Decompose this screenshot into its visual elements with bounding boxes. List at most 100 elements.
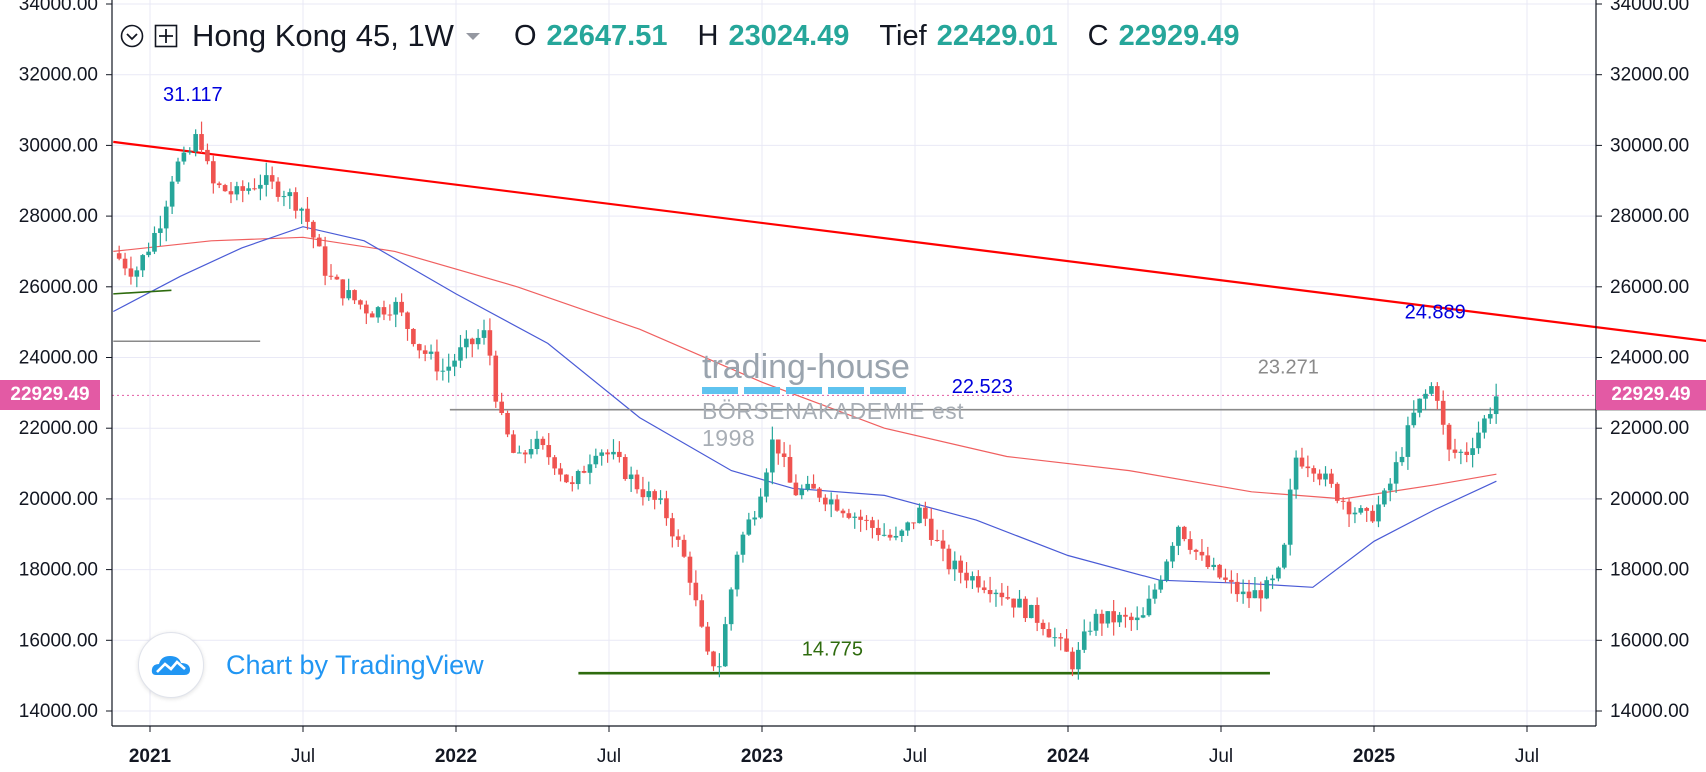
- candle-body: [387, 314, 393, 316]
- candle-body: [781, 453, 787, 457]
- y-tick-label-left: 18000.00: [19, 560, 98, 581]
- candle-body: [258, 184, 263, 189]
- candle-body: [1252, 590, 1258, 599]
- watermark: trading-house BÖRSENAKADEMIE est 1998: [702, 348, 1002, 451]
- candle-body: [1234, 581, 1240, 595]
- candle-body: [1334, 483, 1340, 501]
- candle-body: [1440, 400, 1446, 425]
- candle-body: [917, 507, 922, 524]
- candle-body: [1040, 622, 1046, 630]
- candle-body: [928, 518, 934, 540]
- candle-body: [211, 161, 216, 184]
- candle-body: [805, 483, 810, 490]
- candle-body: [640, 489, 646, 498]
- candle-body: [140, 255, 146, 271]
- tradingview-badge[interactable]: Chart by TradingView: [138, 632, 484, 698]
- candle-body: [952, 560, 958, 570]
- candle-body: [711, 651, 716, 667]
- candle-body: [958, 560, 963, 573]
- candle-body: [499, 401, 504, 414]
- candle-body: [622, 457, 628, 480]
- candle-body: [1446, 424, 1452, 450]
- candle-body: [581, 471, 587, 473]
- candle-body: [269, 175, 275, 182]
- y-tick-label-left: 30000.00: [19, 135, 98, 156]
- annotation-label: 23.271: [1258, 356, 1319, 378]
- candle-body: [428, 351, 434, 354]
- y-tick-label-right: 30000.00: [1610, 135, 1689, 156]
- candle-body: [1152, 589, 1158, 599]
- candle-body: [399, 301, 404, 313]
- tradingview-cloud-icon: [138, 632, 204, 698]
- candle-body: [981, 587, 987, 591]
- candle-body: [1470, 448, 1475, 455]
- candle-body: [1258, 590, 1264, 599]
- candle-body: [993, 592, 999, 595]
- candle-body: [758, 496, 763, 518]
- candle-body: [1435, 386, 1440, 401]
- x-tick-label: 2021: [129, 746, 172, 767]
- candle-body: [1187, 539, 1193, 550]
- candle-body: [617, 451, 622, 458]
- candle-body: [322, 246, 328, 276]
- candles: [116, 121, 1499, 680]
- candle-body: [693, 582, 699, 601]
- candle-body: [1317, 473, 1322, 480]
- candle-body: [1176, 526, 1181, 546]
- candle-body: [1358, 508, 1364, 513]
- y-tick-label-left: 26000.00: [19, 277, 98, 298]
- candle-body: [311, 221, 316, 238]
- candle-body: [1052, 637, 1058, 639]
- candle-body: [1387, 483, 1393, 491]
- candle-body: [923, 507, 928, 519]
- candle-body: [1346, 501, 1352, 515]
- candle-body: [364, 304, 369, 314]
- y-tick-label-right: 24000.00: [1610, 348, 1689, 369]
- candle-body: [770, 439, 775, 473]
- y-tick-label-left: 32000.00: [19, 65, 98, 86]
- candle-body: [481, 330, 487, 338]
- high-key: H: [697, 19, 719, 52]
- candle-body: [1352, 512, 1358, 515]
- candle-body: [405, 312, 410, 329]
- candle-body: [828, 499, 834, 505]
- candle-body: [1105, 611, 1111, 624]
- candle-body: [1464, 451, 1470, 455]
- y-tick-label-left: 22000.00: [19, 418, 98, 439]
- annotation-label: 31.117: [163, 84, 223, 106]
- add-compare-icon[interactable]: [154, 24, 178, 48]
- candle-body: [1087, 630, 1093, 632]
- candle-body: [1140, 615, 1146, 618]
- candle-body: [358, 300, 363, 305]
- candle-body: [422, 350, 428, 354]
- caret-down-icon[interactable]: [465, 32, 480, 40]
- candle-body: [1211, 564, 1217, 567]
- candle-body: [593, 455, 599, 465]
- candle-body: [858, 516, 863, 520]
- candle-body: [1311, 468, 1317, 474]
- candle-body: [1299, 457, 1305, 467]
- candle-body: [870, 520, 875, 528]
- candle-body: [1293, 457, 1299, 490]
- candle-body: [416, 344, 422, 351]
- candle-body: [381, 307, 387, 315]
- candle-body: [146, 251, 151, 256]
- candle-body: [976, 576, 981, 588]
- candle-body: [252, 188, 257, 190]
- candle-body: [811, 483, 816, 489]
- x-tick-label: Jul: [1515, 746, 1539, 767]
- candle-body: [1458, 451, 1464, 453]
- x-tick-label: Jul: [1209, 746, 1233, 767]
- candle-body: [134, 270, 140, 277]
- candle-body: [1064, 638, 1069, 652]
- candle-body: [652, 491, 657, 500]
- collapse-chevron-icon[interactable]: [120, 24, 144, 48]
- high-value: 23024.49: [728, 19, 850, 52]
- candle-body: [717, 666, 722, 668]
- candle-body: [334, 276, 340, 280]
- candle-body: [1205, 555, 1211, 567]
- candle-body: [675, 536, 681, 540]
- candle-body: [240, 186, 246, 191]
- symbol-title[interactable]: Hong Kong 45, 1W: [192, 18, 454, 53]
